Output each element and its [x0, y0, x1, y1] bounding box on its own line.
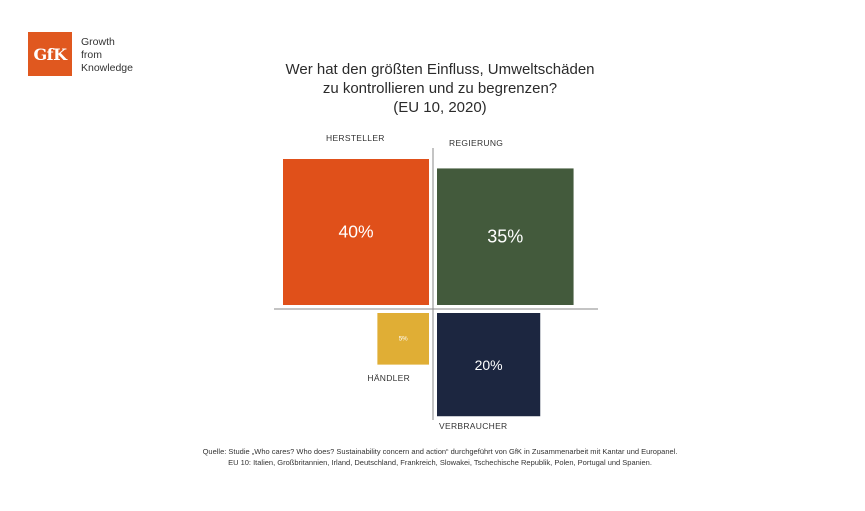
category-label-verbraucher: VERBRAUCHER — [439, 421, 508, 432]
gfk-logo: GfK — [28, 32, 72, 76]
source-line-1: Quelle: Studie „Who cares? Who does? Sus… — [202, 447, 678, 456]
category-label-haendler: HÄNDLER — [367, 372, 411, 383]
value-label-verbraucher: 20% — [474, 356, 503, 373]
value-label-haendler: 5% — [398, 335, 408, 343]
source-line-2: EU 10: Italien, Großbritannien, Irland, … — [228, 458, 652, 467]
source-note: Quelle: Studie „Who cares? Who does? Sus… — [60, 446, 820, 468]
logo-tagline: Growth from Knowledge — [81, 36, 133, 75]
chart-title-line-2: zu kontrollieren und zu begrenzen? — [322, 80, 558, 97]
chart-title-line-3: (EU 10, 2020) — [393, 99, 487, 116]
logo-tagline-line-1: Growth — [81, 36, 115, 48]
square-regierung — [437, 168, 574, 305]
square-hersteller — [283, 159, 429, 305]
value-label-regierung: 35% — [487, 226, 524, 247]
logo-tagline-line-3: Knowledge — [81, 62, 133, 74]
square-verbraucher — [437, 313, 541, 417]
value-label-hersteller: 40% — [338, 221, 374, 242]
logo-tagline-line-2: from — [81, 49, 102, 61]
category-label-regierung: REGIERUNG — [449, 138, 504, 149]
square-haendler — [377, 313, 429, 365]
chart-title: Wer hat den größten Einfluss, Umweltschä… — [200, 60, 680, 117]
category-label-hersteller: HERSTELLER — [326, 133, 385, 143]
chart-title-line-1: Wer hat den größten Einfluss, Umweltschä… — [285, 61, 595, 78]
